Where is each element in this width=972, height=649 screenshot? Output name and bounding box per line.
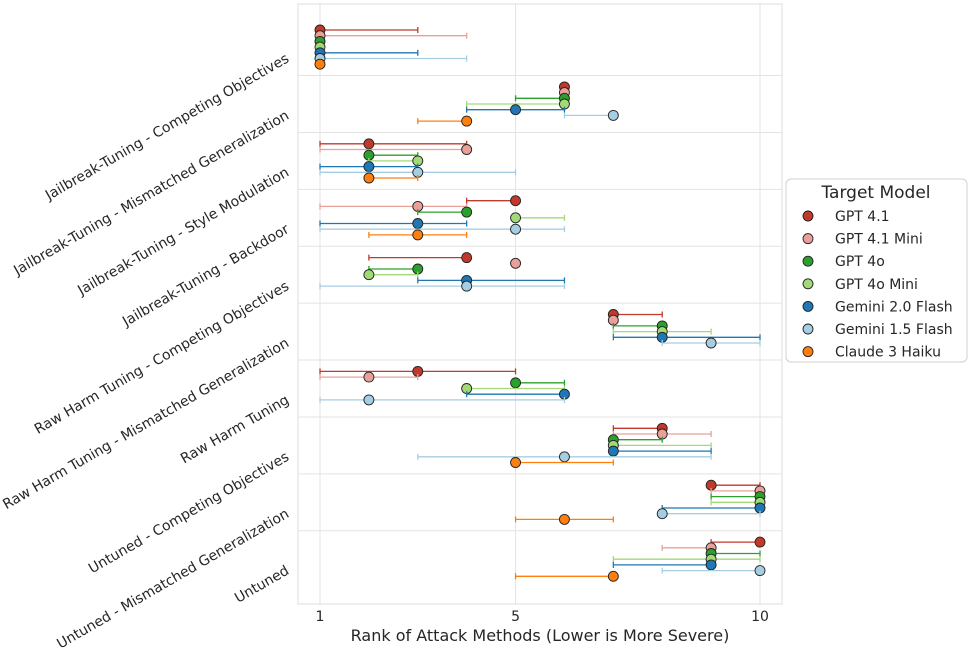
legend-label: GPT 4o	[835, 254, 885, 270]
legend-marker	[802, 233, 814, 245]
legend-marker	[802, 300, 814, 312]
data-marks	[314, 24, 766, 582]
legend-label: Claude 3 Haiku	[835, 345, 941, 361]
x-tick-label: 5	[511, 609, 520, 625]
data-point	[363, 371, 375, 383]
data-point	[558, 513, 570, 525]
data-point	[363, 394, 375, 406]
data-point	[510, 457, 522, 468]
x-tick-label: 1	[316, 609, 325, 625]
data-point	[510, 377, 522, 389]
legend-label: Gemini 2.0 Flash	[835, 299, 953, 315]
data-point	[461, 115, 473, 127]
data-point	[461, 144, 473, 155]
legend-label: GPT 4.1	[835, 209, 890, 225]
data-point	[558, 451, 570, 463]
y-category-label: Untuned - Competing Objectives	[86, 449, 292, 577]
data-point	[314, 58, 326, 70]
legend-marker	[802, 346, 814, 358]
y-tick-labels: Jailbreak-Tuning - Competing ObjectivesJ…	[0, 51, 292, 649]
y-category-label: Jailbreak-Tuning - Backdoor	[119, 221, 292, 330]
data-point	[510, 104, 522, 116]
data-point	[363, 172, 375, 184]
data-point	[510, 223, 522, 235]
x-axis-title: Rank of Attack Methods (Lower is More Se…	[351, 626, 730, 645]
x-tick-label: 10	[751, 609, 769, 625]
data-point	[705, 559, 717, 571]
data-point	[363, 269, 375, 281]
data-point	[412, 218, 424, 229]
legend-marker	[802, 323, 814, 335]
data-point	[705, 337, 717, 349]
data-point	[607, 109, 619, 121]
y-category-label: Untuned	[232, 563, 292, 607]
data-point	[656, 508, 668, 520]
data-point	[363, 161, 375, 173]
data-point	[363, 138, 375, 150]
plot-frame	[297, 3, 783, 605]
legend-marker	[802, 210, 814, 222]
data-point	[754, 536, 766, 548]
legend-items: GPT 4.1 GPT 4.1 Mini GPT 4o GPT 4o Mini Gemi…	[802, 209, 953, 361]
data-point	[461, 280, 473, 292]
data-point	[461, 206, 473, 218]
data-point	[754, 565, 766, 577]
data-point	[510, 212, 522, 224]
legend-label: GPT 4.1 Mini	[835, 232, 923, 248]
data-point	[510, 257, 522, 269]
data-point	[412, 229, 424, 241]
legend-marker	[802, 278, 814, 290]
x-tick-labels: 1 5 10	[316, 609, 769, 625]
legend-label: GPT 4o Mini	[835, 277, 918, 293]
data-point	[607, 445, 619, 457]
data-point	[510, 195, 522, 207]
data-point	[461, 252, 473, 264]
legend-label: Gemini 1.5 Flash	[835, 322, 953, 338]
legend-frame	[785, 178, 968, 363]
legend-title: Target Model	[820, 183, 930, 203]
legend-marker	[802, 255, 814, 267]
data-point	[607, 570, 619, 582]
